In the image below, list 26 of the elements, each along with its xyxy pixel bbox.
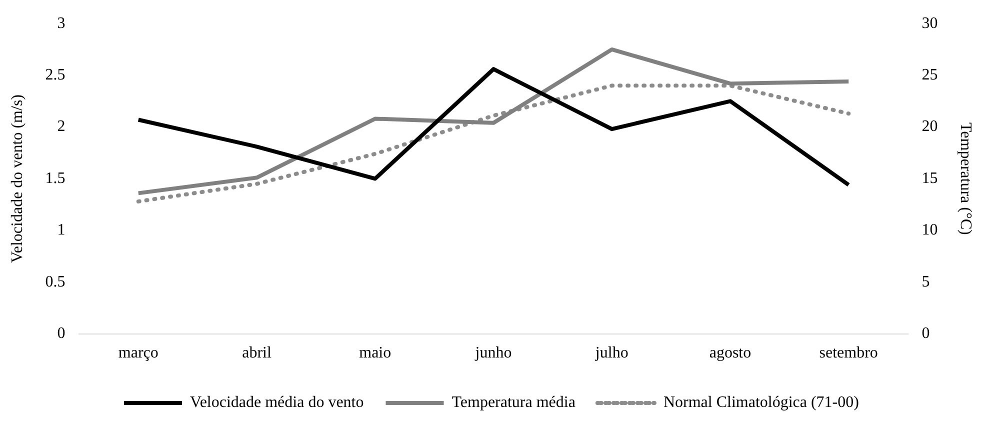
y2-tick-label: 5	[922, 273, 930, 290]
y2-tick-label: 25	[922, 66, 938, 84]
y2-tick-label: 20	[922, 118, 938, 136]
y-tick-label: 1	[57, 222, 66, 239]
legend-label: Normal Climatológica (71-00)	[663, 394, 859, 412]
x-tick-label: agosto	[709, 344, 752, 362]
y2-axis-title: Temperatura (°C)	[957, 122, 974, 235]
y-tick-label: 0	[57, 325, 66, 342]
x-tick-label: junho	[474, 344, 512, 362]
y2-tick-label: 30	[922, 14, 938, 32]
x-tick-label: setembro	[819, 344, 878, 362]
y-tick-label: 2	[57, 118, 66, 136]
y-tick-label: 0.5	[45, 273, 66, 290]
x-tick-label: abril	[242, 344, 272, 362]
y2-tick-label: 15	[922, 170, 938, 187]
y2-tick-label: 0	[922, 325, 930, 342]
y-tick-label: 1.5	[45, 170, 66, 187]
x-tick-label: julho	[594, 344, 628, 362]
y-axis-title: Velocidade do vento (m/s)	[8, 94, 26, 263]
x-tick-label: março	[118, 344, 158, 362]
y-tick-label: 3	[57, 14, 66, 32]
y-tick-label: 2.5	[45, 66, 66, 84]
legend-label: Velocidade média do vento	[190, 394, 364, 412]
y2-tick-label: 10	[922, 222, 938, 239]
legend-label: Temperatura média	[452, 394, 576, 412]
x-tick-label: maio	[359, 344, 392, 362]
